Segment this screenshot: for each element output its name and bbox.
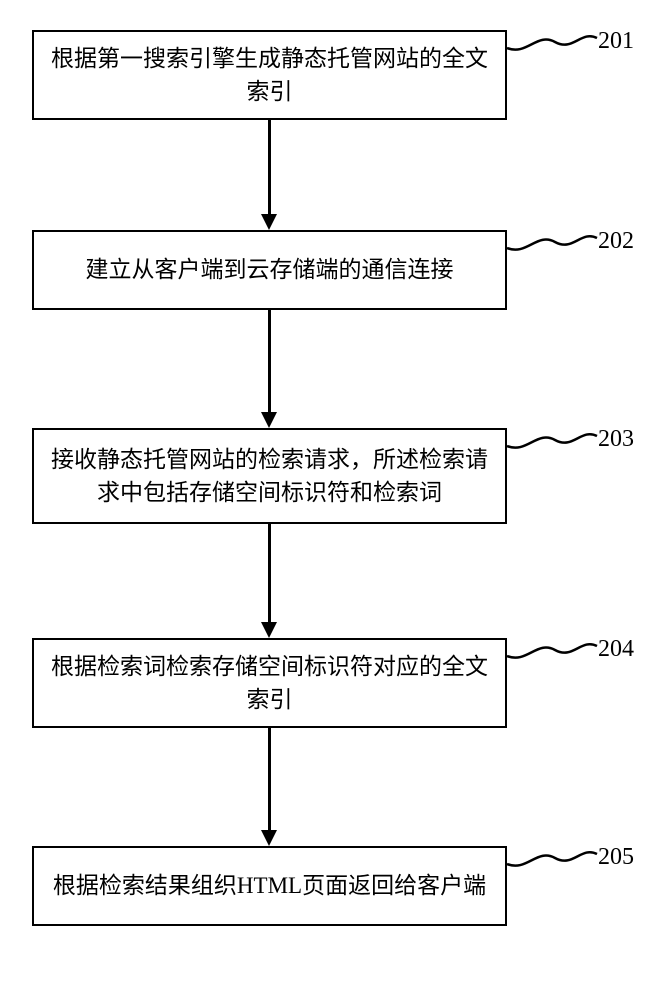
flow-arrow-head [261,214,277,230]
flow-arrow-head [261,830,277,846]
flow-node-text: 根据检索词检索存储空间标识符对应的全文索引 [48,650,491,717]
flow-node-203: 接收静态托管网站的检索请求，所述检索请求中包括存储空间标识符和检索词 [32,428,507,524]
flow-arrow [268,120,271,214]
leader-line [507,426,599,460]
leader-line [507,228,599,262]
flow-node-204: 根据检索词检索存储空间标识符对应的全文索引 [32,638,507,728]
flow-label-205: 205 [598,844,634,871]
flow-label-202: 202 [598,228,634,255]
flow-arrow [268,524,271,622]
flow-label-204: 204 [598,636,634,663]
flow-node-205: 根据检索结果组织HTML页面返回给客户端 [32,846,507,926]
flow-arrow-head [261,622,277,638]
flow-arrow-head [261,412,277,428]
leader-line [507,636,599,670]
flow-label-203: 203 [598,426,634,453]
flow-node-text: 接收静态托管网站的检索请求，所述检索请求中包括存储空间标识符和检索词 [48,443,491,510]
flow-arrow [268,728,271,830]
flow-node-text: 根据检索结果组织HTML页面返回给客户端 [53,869,486,902]
flow-arrow [268,310,271,412]
leader-line [507,844,599,878]
leader-line [507,28,599,62]
flowchart-canvas: 根据第一搜索引擎生成静态托管网站的全文索引 201 建立从客户端到云存储端的通信… [0,0,658,1000]
flow-node-text: 根据第一搜索引擎生成静态托管网站的全文索引 [48,42,491,109]
flow-node-202: 建立从客户端到云存储端的通信连接 [32,230,507,310]
flow-node-201: 根据第一搜索引擎生成静态托管网站的全文索引 [32,30,507,120]
flow-node-text: 建立从客户端到云存储端的通信连接 [86,253,454,286]
flow-label-201: 201 [598,28,634,55]
